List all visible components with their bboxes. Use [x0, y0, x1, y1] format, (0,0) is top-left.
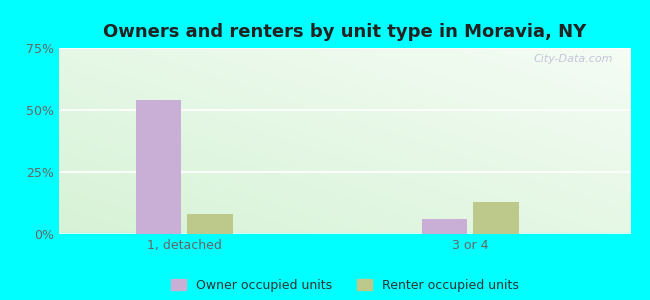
Title: Owners and renters by unit type in Moravia, NY: Owners and renters by unit type in Morav…: [103, 23, 586, 41]
Bar: [136, 100, 181, 234]
Bar: [473, 202, 519, 234]
Legend: Owner occupied units, Renter occupied units: Owner occupied units, Renter occupied un…: [166, 274, 523, 297]
Bar: [187, 214, 233, 234]
Bar: [422, 219, 467, 234]
Text: City-Data.com: City-Data.com: [534, 54, 614, 64]
